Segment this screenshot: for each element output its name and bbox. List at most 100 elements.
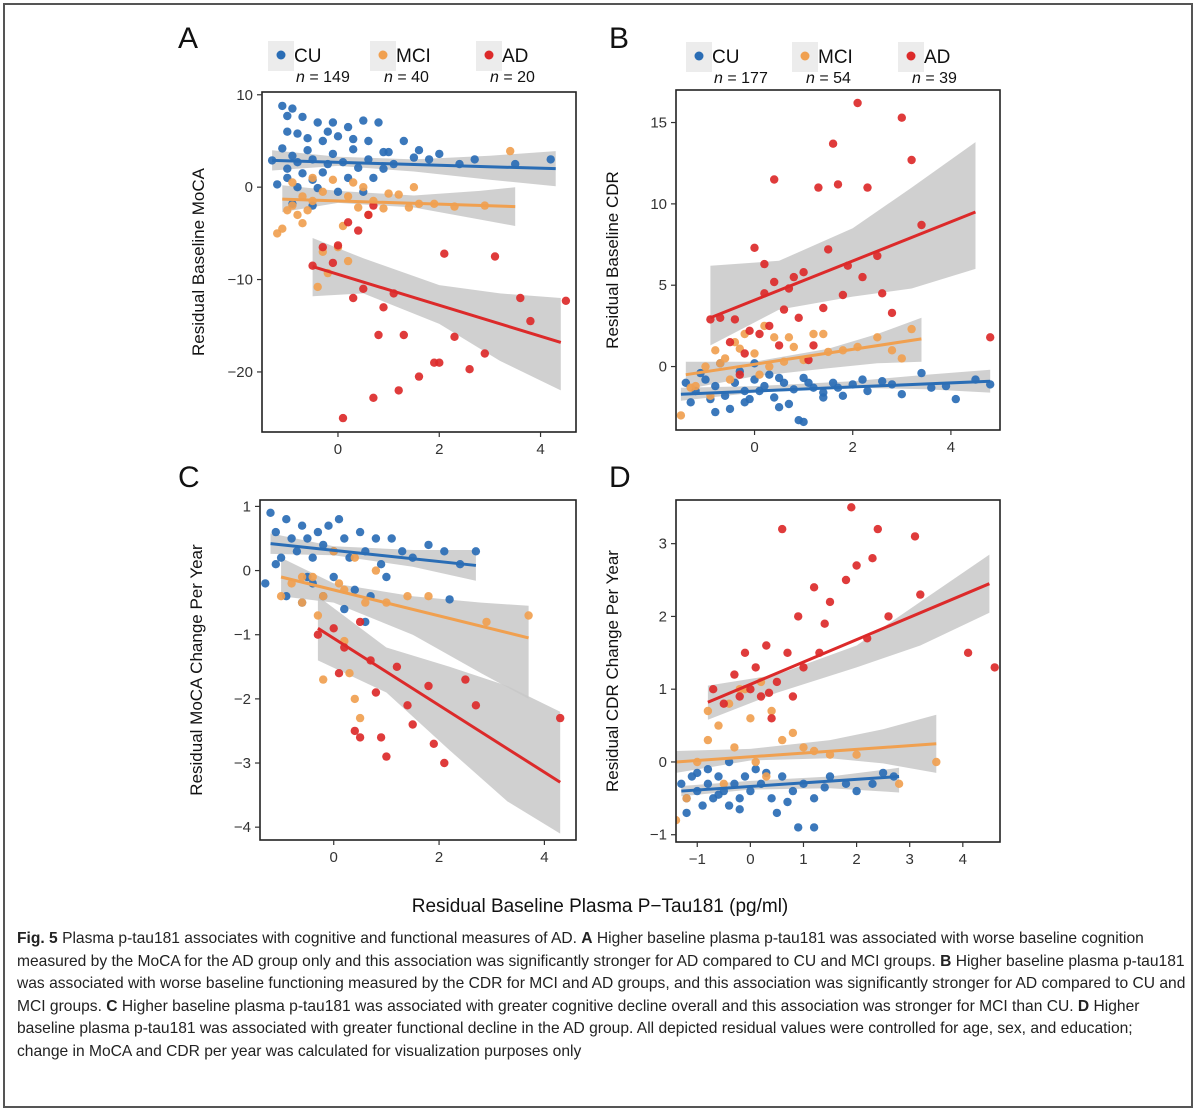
panel-c-point-mci (350, 694, 359, 704)
panel-b-point-mci (770, 333, 779, 342)
panel-c-point-ad (355, 617, 365, 627)
panel-c-y-tick-label: −4 (234, 819, 251, 836)
panel-a-legend-key-ad (484, 50, 494, 60)
panel-b-point-cu (878, 377, 887, 386)
panel-c-point-cu (313, 527, 323, 537)
panel-c-y-axis-label: Residual MoCA Change Per Year (187, 544, 206, 796)
panel-a-point-ad (435, 358, 444, 367)
panel-a-point-mci (303, 206, 312, 215)
panel-a-x-tick-label: 0 (334, 441, 342, 458)
panel-c-point-ad (392, 662, 402, 671)
panel-a-plot-area (262, 92, 576, 432)
panel-a-point-cu (349, 145, 358, 154)
panel-c-point-cu (350, 585, 359, 594)
panel-c-point-ad (350, 726, 359, 736)
panel-c-point-mci (297, 572, 307, 582)
panel-c-point-cu (271, 560, 280, 569)
panel-c-point-ad (424, 681, 433, 691)
panel-b-y-tick-label: 5 (659, 277, 667, 294)
panel-a-point-ad (364, 210, 373, 220)
panel-d-point-cu (740, 772, 750, 781)
panel-b-point-mci (789, 342, 798, 352)
panel-a-y-tick-label: −10 (228, 272, 253, 289)
panel-d-x-tick-label: 1 (799, 851, 807, 868)
panel-d-point-ad (916, 590, 925, 599)
panel-b-y-tick-label: 0 (659, 359, 667, 376)
panel-b-point-ad (804, 355, 813, 365)
panel-c-y-tick-label: −1 (234, 627, 251, 644)
panel-d-point-ad (825, 597, 835, 607)
panel-a-point-ad (333, 241, 343, 250)
panel-c-point-cu (334, 515, 344, 524)
panel-a-point-cu (364, 136, 373, 146)
panel-d-point-cu (794, 823, 803, 832)
panel-c-axis-frame (259, 499, 577, 841)
panel-b-point-ad (863, 183, 872, 192)
panel-c-point-ad (403, 701, 412, 710)
panel-d-point-ad (719, 699, 728, 708)
panel-b-data-layer (676, 98, 995, 427)
panel-a-legend-key-mci (378, 50, 388, 60)
caption-fig-label: Fig. 5 (17, 930, 58, 947)
panel-a-point-cu (546, 155, 555, 164)
panel-c-y-tick-label: −2 (234, 691, 251, 708)
panel-b-legend-n-mci: n = 54 (806, 70, 851, 87)
panel-a-y-tick-label: 0 (245, 179, 253, 196)
panel-b-point-cu (927, 383, 936, 392)
panel-c-point-cu (297, 521, 307, 530)
panel-b-point-mci (887, 346, 897, 355)
panel-a-legend-n-ad: n = 20 (490, 69, 535, 86)
panel-c-point-cu (382, 572, 391, 582)
panel-d-point-mci (746, 714, 755, 723)
panel-d-axis-frame (675, 499, 1001, 843)
panel-a-point-ad (490, 252, 500, 261)
panel-a-point-cu (278, 101, 287, 111)
panel-d-point-cu (852, 786, 861, 796)
panel-a-point-ad (369, 393, 378, 402)
panel-b-point-ad (760, 259, 769, 269)
panel-c-point-cu (471, 547, 481, 556)
panel-c-point-ad (329, 624, 338, 633)
panel-d-point-mci (751, 757, 760, 767)
panel-c-letter: C (178, 461, 200, 494)
panel-a-point-ad (343, 218, 353, 227)
panel-a-point-cu (359, 116, 368, 125)
panel-d-point-ad (788, 692, 798, 701)
panel-d-letter: D (609, 461, 631, 494)
panel-a-point-mci (343, 256, 353, 266)
panel-b-fit-line-mci (685, 337, 922, 377)
panel-d-point-ad (847, 503, 856, 512)
panel-b-point-ad (897, 113, 906, 122)
panel-d-x-tick-label: 0 (746, 851, 754, 868)
panel-b-point-mci (686, 383, 695, 392)
panel-d-fit-line-cu (681, 775, 900, 793)
panel-a-point-mci (298, 219, 307, 228)
panel-a-point-cu (298, 112, 307, 122)
panel-a-point-cu (379, 164, 388, 173)
panel-b-point-ad (833, 180, 843, 189)
panel-c-point-cu (398, 547, 407, 556)
panel-b-y-tick-label: 10 (650, 196, 667, 213)
panel-d-point-cu (878, 768, 888, 778)
panel-b-point-ad (873, 251, 882, 261)
panel-c-point-mci (319, 592, 328, 601)
panel-a-point-mci (313, 282, 322, 292)
panel-d: D −1 0 1 2 3 4 −1 0 1 2 3 Residual CDR Change Per Ye… (603, 461, 1001, 868)
caption-panel-a: A (581, 930, 593, 947)
panel-d-point-mci (719, 779, 728, 788)
panel-d-point-ad (868, 554, 877, 563)
panel-d-point-mci (714, 721, 723, 730)
panel-a-point-ad (526, 316, 535, 326)
panel-d-point-cu (820, 783, 829, 792)
panel-a-point-ad (440, 249, 449, 258)
panel-a-fit-line-ad (312, 265, 562, 344)
panel-d-point-ad (764, 688, 774, 697)
panel-b-axis-frame (675, 89, 1001, 431)
panel-a-y-tick-label: −20 (228, 364, 253, 381)
panel-b-point-cu (725, 404, 735, 414)
panel-d-point-ad (746, 685, 755, 694)
panel-a-point-cu (333, 132, 343, 141)
panel-a-point-cu (293, 129, 302, 138)
panel-a-legend-label-mci: MCI (396, 46, 431, 67)
